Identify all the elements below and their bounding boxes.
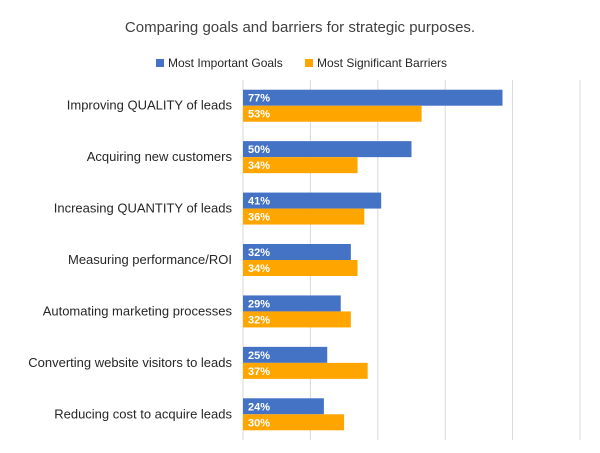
barrier-value-label: 37% [248,366,270,378]
category-label: Measuring performance/ROI [68,252,232,267]
category-label: Converting website visitors to leads [28,355,232,370]
legend-label-barriers: Most Significant Barriers [317,56,447,70]
gridlines [242,80,581,440]
legend-swatch-goals [156,59,164,67]
legend: Most Important Goals Most Significant Ba… [156,56,447,70]
goal-value-label: 77% [248,93,270,105]
category-label: Improving QUALITY of leads [67,98,233,113]
barrier-bar [243,414,345,431]
goal-bar [243,398,324,415]
goal-value-label: 41% [248,196,270,208]
category-label: Reducing cost to acquire leads [54,406,232,421]
category-label: Acquiring new customers [87,149,233,164]
category-labels: Improving QUALITY of leads Acquiring new … [28,98,232,422]
barrier-bar [243,105,422,122]
barrier-bar [243,362,368,379]
goal-bar [243,192,382,209]
category-label: Automating marketing processes [43,303,233,318]
goal-bar [243,295,341,312]
goal-value-label: 50% [248,144,270,156]
goal-bar [243,141,412,158]
bars [243,89,503,431]
barrier-bar [243,208,365,225]
barrier-bar [243,157,358,174]
barrier-value-label: 34% [248,263,270,275]
barrier-value-label: 32% [248,314,270,326]
goal-bar [243,346,328,363]
barrier-value-label: 53% [248,109,270,121]
goal-value-label: 32% [248,247,270,259]
barrier-bar [243,260,358,276]
goal-value-label: 25% [248,350,270,362]
chart-title: Comparing goals and barriers for strateg… [125,19,475,36]
barrier-value-label: 36% [248,212,270,224]
barrier-value-label: 30% [248,417,270,429]
category-label: Increasing QUANTITY of leads [54,201,233,216]
goal-bar [243,89,503,106]
goal-value-label: 29% [248,298,270,310]
legend-swatch-barriers [305,59,313,67]
barrier-value-label: 34% [248,160,270,172]
legend-label-goals: Most Important Goals [168,56,283,70]
goal-value-label: 24% [248,401,270,413]
barrier-bar [243,311,351,328]
goal-bar [243,244,351,260]
value-labels: 77% 53% 50% 34% 41% 36% 32% 34% 29% 32% 25% 37% 24% 3… [248,93,270,430]
